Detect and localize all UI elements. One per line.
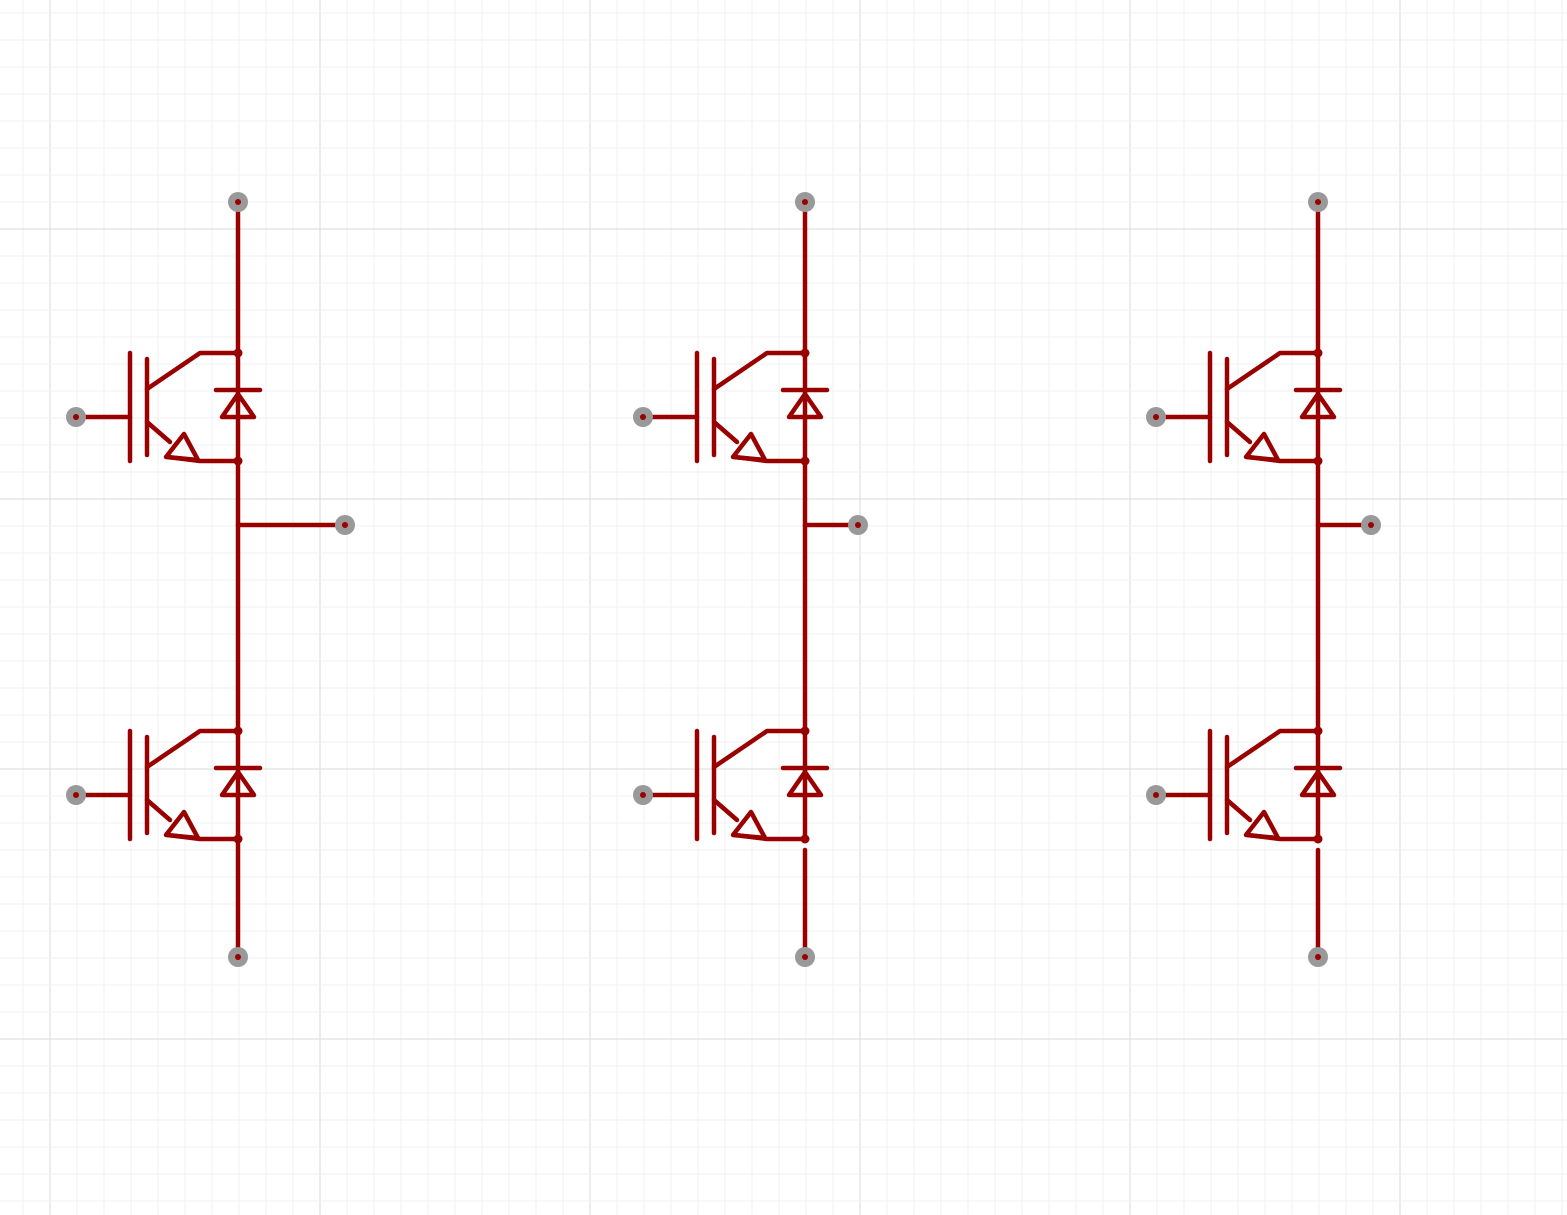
half-bridge-legs <box>66 192 1381 967</box>
gate-high-pin[interactable] <box>633 407 653 427</box>
phase-out-pin[interactable] <box>335 515 355 535</box>
collector-lead <box>1224 350 1321 392</box>
junction-dot <box>800 348 810 358</box>
diode-icon <box>1299 391 1337 420</box>
half-bridge-leg-2 <box>633 192 868 967</box>
emitter-pin[interactable] <box>1308 947 1328 967</box>
emitter-lead <box>1224 797 1253 823</box>
junction-dot <box>1313 834 1323 844</box>
junction-dot <box>1313 726 1323 736</box>
igbt-low-side <box>640 726 830 844</box>
half-bridge-leg-1 <box>66 192 355 967</box>
emitter-arrow-icon <box>730 809 768 841</box>
collector-lead <box>711 350 808 392</box>
junction-dot <box>1313 456 1323 466</box>
junction-dot <box>800 456 810 466</box>
collector-pin[interactable] <box>795 192 815 212</box>
emitter-lead <box>711 419 740 445</box>
igbt-high-side <box>73 348 263 466</box>
emitter-pin[interactable] <box>795 947 815 967</box>
emitter-lead <box>711 797 740 823</box>
gate-low-pin[interactable] <box>66 785 86 805</box>
phase-out-pin[interactable] <box>848 515 868 535</box>
half-bridge-leg-3 <box>1146 192 1381 967</box>
junction-dot <box>233 726 243 736</box>
emitter-lead <box>144 419 173 445</box>
collector-lead <box>1224 728 1321 770</box>
junction-dot <box>233 348 243 358</box>
diode-icon <box>219 769 257 798</box>
diode-icon <box>1299 769 1337 798</box>
gate-high-pin[interactable] <box>66 407 86 427</box>
diode-icon <box>219 391 257 420</box>
collector-lead <box>711 728 808 770</box>
emitter-arrow-icon <box>730 431 768 463</box>
collector-pin[interactable] <box>228 192 248 212</box>
emitter-arrow-icon <box>1243 809 1281 841</box>
junction-dot <box>800 834 810 844</box>
emitter-arrow-icon <box>1243 431 1281 463</box>
igbt-high-side <box>1153 348 1343 466</box>
emitter-lead <box>144 797 173 823</box>
junction-dot <box>233 456 243 466</box>
emitter-lead <box>1224 419 1253 445</box>
diode-icon <box>786 391 824 420</box>
junction-dot <box>1313 348 1323 358</box>
junction-dot <box>233 834 243 844</box>
collector-lead <box>144 728 241 770</box>
gate-high-pin[interactable] <box>1146 407 1166 427</box>
phase-out-pin[interactable] <box>1361 515 1381 535</box>
collector-pin[interactable] <box>1308 192 1328 212</box>
emitter-pin[interactable] <box>228 947 248 967</box>
gate-low-pin[interactable] <box>633 785 653 805</box>
junction-dot <box>800 726 810 736</box>
diode-icon <box>786 769 824 798</box>
gate-low-pin[interactable] <box>1146 785 1166 805</box>
collector-lead <box>144 350 241 392</box>
emitter-arrow-icon <box>163 809 201 841</box>
emitter-arrow-icon <box>163 431 201 463</box>
igbt-low-side <box>1153 726 1343 844</box>
